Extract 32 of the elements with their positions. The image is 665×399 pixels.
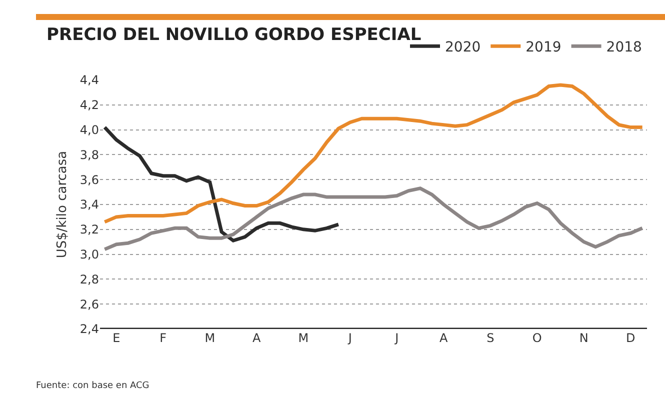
x-tick-label: N <box>579 331 588 345</box>
legend-label: 2018 <box>606 40 642 56</box>
y-tick-label: 3,8 <box>80 148 99 162</box>
x-tick-label: A <box>252 331 262 345</box>
y-tick-label: 3,6 <box>80 172 99 187</box>
x-tick-label: J <box>347 331 352 345</box>
line-series <box>102 186 644 252</box>
x-tick-label: S <box>486 331 494 345</box>
legend-label: 2020 <box>445 40 481 56</box>
y-tick-label: 2,6 <box>80 297 99 312</box>
x-tick-label: D <box>626 331 636 345</box>
chart-title: PRECIO DEL NOVILLO GORDO ESPECIAL <box>46 24 422 45</box>
y-axis-title: US$/kilo carcasa <box>54 150 70 258</box>
source-note: Fuente: con base en ACG <box>36 381 150 391</box>
x-tick-label: O <box>532 331 542 345</box>
y-tick-label: 4,2 <box>80 98 99 112</box>
x-tick-label: A <box>440 331 449 345</box>
line-series <box>102 83 644 224</box>
x-tick-label: F <box>160 331 167 345</box>
y-tick-label: 2,4 <box>80 322 99 336</box>
legend-label: 2019 <box>526 40 562 56</box>
y-tick-label: 2,8 <box>80 272 99 286</box>
x-tick-label: J <box>394 331 399 345</box>
y-tick-label: 3,4 <box>80 198 99 212</box>
y-tick-label: 3,2 <box>80 222 99 237</box>
x-tick-label: M <box>204 331 216 345</box>
y-tick-label: 4,4 <box>80 73 99 88</box>
y-tick-label: 3,0 <box>80 248 99 262</box>
line-series <box>102 126 340 242</box>
y-tick-label: 4,0 <box>80 123 99 137</box>
x-tick-label: M <box>298 331 309 345</box>
x-tick-label: E <box>112 331 120 345</box>
